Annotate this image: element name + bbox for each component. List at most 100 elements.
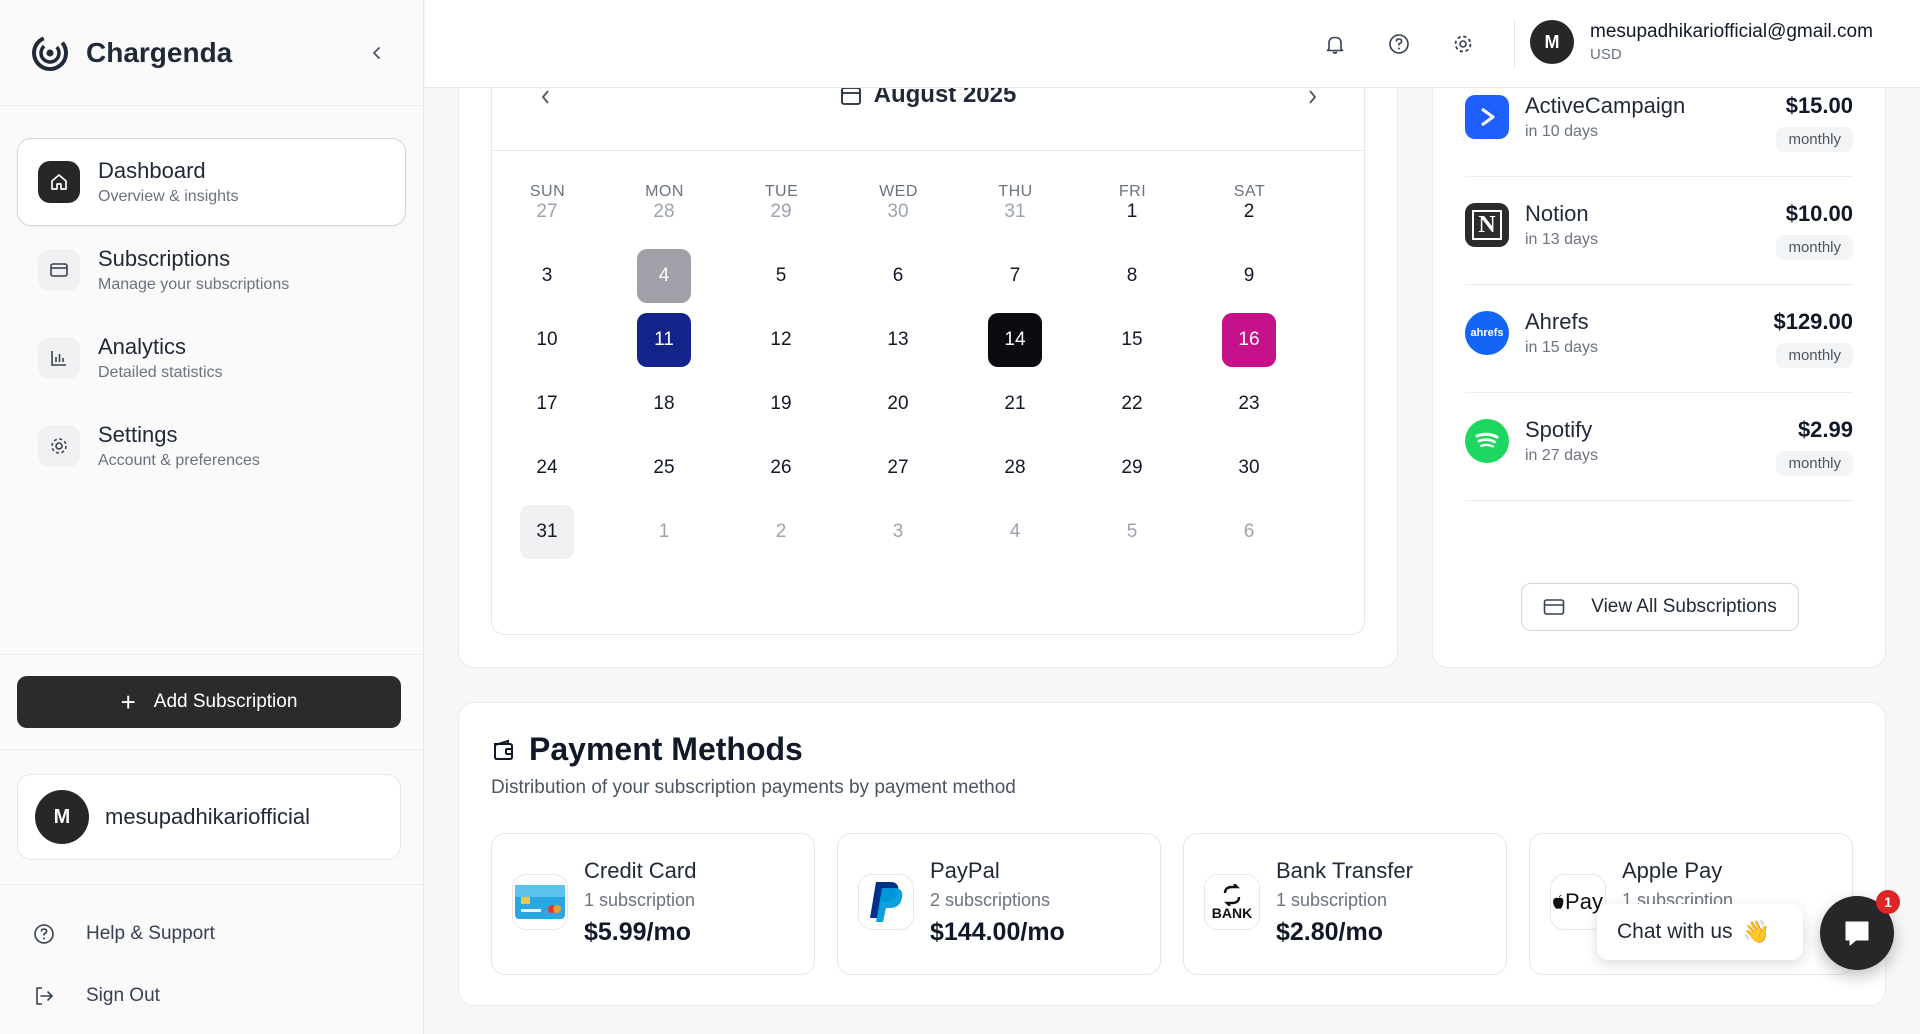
- calendar-day[interactable]: 26: [770, 457, 792, 478]
- calendar-day[interactable]: 30: [887, 201, 909, 222]
- calendar-day[interactable]: 8: [1126, 265, 1138, 286]
- chat-launcher-button[interactable]: [1820, 896, 1894, 970]
- subscription-row[interactable]: N Notion in 13 days $10.00 monthly: [1465, 177, 1853, 285]
- calendar-day[interactable]: 3: [892, 521, 904, 542]
- sidebar-user-card[interactable]: M mesupadhikariofficial: [17, 774, 401, 860]
- sidebar-item-analytics[interactable]: Analytics Detailed statistics: [17, 314, 406, 402]
- calendar-day[interactable]: 5: [1126, 521, 1138, 542]
- calendar-day[interactable]: 30: [1238, 457, 1260, 478]
- calendar-day[interactable]: 11: [637, 313, 691, 367]
- subscription-name: Spotify: [1525, 417, 1593, 442]
- calendar-day[interactable]: 25: [653, 457, 675, 478]
- weekday-label: WED: [879, 183, 918, 200]
- payment-method-paypal[interactable]: PayPal 2 subscriptions $144.00/mo: [837, 833, 1161, 975]
- sidebar-item-settings[interactable]: Settings Account & preferences: [17, 402, 406, 490]
- calendar-day[interactable]: 1: [658, 521, 670, 542]
- calendar-day[interactable]: 21: [1004, 393, 1026, 414]
- calendar-day[interactable]: 27: [887, 457, 909, 478]
- calendar-day[interactable]: 15: [1121, 329, 1143, 350]
- calendar-day[interactable]: 29: [1121, 457, 1143, 478]
- header-user-menu[interactable]: M mesupadhikariofficial@gmail.com USD: [1530, 20, 1873, 64]
- calendar-day[interactable]: 6: [892, 265, 904, 286]
- ahrefs-icon: ahrefs: [1465, 311, 1509, 355]
- apple-pay-logo-text: Pay: [1565, 889, 1603, 914]
- notifications-bell-icon[interactable]: [1319, 28, 1351, 60]
- calendar-day[interactable]: 19: [770, 393, 792, 414]
- calendar-day[interactable]: 24: [536, 457, 558, 478]
- sidebar-nav: Dashboard Overview & insights Subscripti…: [0, 106, 423, 490]
- card-icon: [38, 249, 80, 291]
- sign-out-label: Sign Out: [86, 985, 160, 1006]
- payment-method-count: 1 subscription: [584, 890, 696, 910]
- subscription-row[interactable]: Spotify in 27 days $2.99 monthly: [1465, 393, 1853, 501]
- calendar-day[interactable]: 28: [1004, 457, 1026, 478]
- next-month-button[interactable]: [1306, 85, 1318, 111]
- plus-icon: +: [120, 686, 136, 717]
- calendar-day[interactable]: 2: [775, 521, 787, 542]
- calendar-day[interactable]: 12: [770, 329, 792, 350]
- sidebar-item-dashboard[interactable]: Dashboard Overview & insights: [17, 138, 406, 226]
- weekday-label: SUN: [529, 183, 566, 200]
- apple-pay-icon: Pay: [1550, 874, 1606, 930]
- subscription-name: Ahrefs: [1525, 309, 1589, 334]
- prev-month-button[interactable]: [540, 85, 552, 111]
- spotify-icon: [1465, 419, 1509, 463]
- chat-notification-badge: 1: [1876, 890, 1900, 914]
- calendar-day[interactable]: 29: [770, 201, 792, 222]
- subscription-price: $129.00: [1773, 309, 1853, 334]
- top-bar: M mesupadhikariofficial@gmail.com USD: [425, 0, 1920, 88]
- calendar-day[interactable]: 31: [1004, 201, 1026, 222]
- help-circle-icon: [30, 923, 58, 945]
- calendar-day[interactable]: 28: [653, 201, 675, 222]
- calendar-day[interactable]: 23: [1238, 393, 1260, 414]
- calendar-day[interactable]: 10: [536, 329, 558, 350]
- currency-label: USD: [1590, 46, 1622, 63]
- subscription-row[interactable]: ahrefs Ahrefs in 15 days $129.00 monthly: [1465, 285, 1853, 393]
- credit-card-icon: [512, 874, 568, 930]
- sidebar-item-subscriptions[interactable]: Subscriptions Manage your subscriptions: [17, 226, 406, 314]
- payment-method-name: PayPal: [930, 858, 1000, 883]
- view-all-subscriptions-button[interactable]: View All Subscriptions: [1521, 583, 1799, 631]
- calendar-day[interactable]: 17: [536, 393, 558, 414]
- weekday-label: FRI: [1118, 183, 1147, 200]
- subscription-row[interactable]: ActiveCampaign in 10 days $15.00 monthly: [1465, 69, 1853, 177]
- calendar-day[interactable]: 13: [887, 329, 909, 350]
- calendar-day[interactable]: 5: [775, 265, 787, 286]
- brand-bar: Chargenda: [0, 0, 423, 106]
- calendar-day[interactable]: 1: [1126, 201, 1138, 222]
- weekday-label: SAT: [1233, 183, 1266, 200]
- payment-method-count: 2 subscriptions: [930, 890, 1051, 910]
- calendar-day[interactable]: 4: [637, 249, 691, 303]
- weekday-label: TUE: [764, 183, 799, 200]
- add-subscription-button[interactable]: + Add Subscription: [17, 676, 401, 728]
- help-support-link[interactable]: Help & Support: [0, 903, 424, 965]
- collapse-sidebar-button[interactable]: [361, 37, 393, 69]
- sign-out-link[interactable]: Sign Out: [0, 965, 424, 1027]
- payment-method-bank-transfer[interactable]: BANK Bank Transfer 1 subscription $2.80/…: [1183, 833, 1507, 975]
- calendar-day[interactable]: 2: [1243, 201, 1255, 222]
- paypal-icon: [858, 874, 914, 930]
- calendar-day[interactable]: 16: [1222, 313, 1276, 367]
- calendar-day[interactable]: 22: [1121, 393, 1143, 414]
- calendar-day[interactable]: 20: [887, 393, 909, 414]
- sign-out-icon: [30, 985, 58, 1007]
- calendar-day[interactable]: 7: [1009, 265, 1021, 286]
- payment-method-credit-card[interactable]: Credit Card 1 subscription $5.99/mo: [491, 833, 815, 975]
- chat-icon: [1845, 921, 1869, 946]
- chat-prompt-bubble[interactable]: Chat with us 👋: [1597, 904, 1803, 960]
- header-divider: [1514, 18, 1515, 70]
- due-in-label: in 10 days: [1525, 123, 1598, 140]
- due-in-label: in 15 days: [1525, 339, 1598, 356]
- calendar-day[interactable]: 9: [1243, 265, 1255, 286]
- nav-subtitle: Manage your subscriptions: [98, 276, 290, 293]
- help-icon[interactable]: [1383, 28, 1415, 60]
- calendar-day[interactable]: 14: [988, 313, 1042, 367]
- nav-subtitle: Overview & insights: [98, 188, 239, 205]
- calendar-day[interactable]: 18: [653, 393, 675, 414]
- calendar-day[interactable]: 6: [1243, 521, 1255, 542]
- calendar-day[interactable]: 31: [520, 505, 574, 559]
- calendar-day[interactable]: 4: [1009, 521, 1021, 542]
- calendar-day[interactable]: 3: [541, 265, 553, 286]
- settings-gear-icon[interactable]: [1447, 28, 1479, 60]
- calendar-day[interactable]: 27: [536, 201, 558, 222]
